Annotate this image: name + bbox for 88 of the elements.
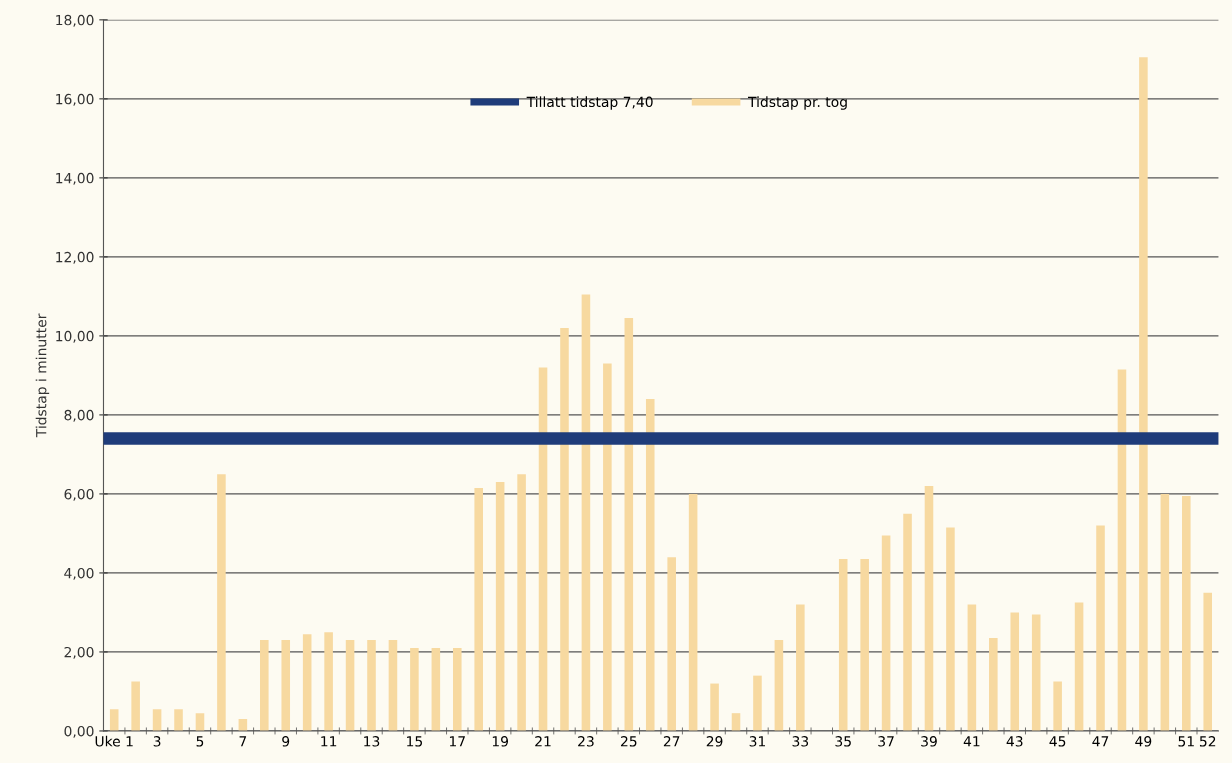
x-tick-label: 31 xyxy=(749,736,766,747)
bar xyxy=(1182,495,1191,731)
x-tick-label: 3 xyxy=(153,736,161,747)
bar xyxy=(624,318,634,731)
x-tick-label: 45 xyxy=(1049,736,1066,747)
x-tick-label: 15 xyxy=(407,736,423,747)
x-tick-label: 23 xyxy=(578,736,594,747)
bar xyxy=(410,647,419,731)
bar xyxy=(1160,493,1170,731)
bar xyxy=(302,634,312,731)
bar xyxy=(838,559,848,731)
bar xyxy=(152,709,162,731)
bar xyxy=(260,640,269,731)
bar xyxy=(860,559,869,731)
bar xyxy=(1117,369,1127,731)
bar xyxy=(560,327,569,731)
x-tick-label: 33 xyxy=(792,736,809,747)
x-tick-label: 37 xyxy=(878,736,894,747)
x-tick-label: 19 xyxy=(492,736,509,747)
x-tick-label: 35 xyxy=(835,736,851,747)
bar xyxy=(753,675,762,731)
y-tick-label: 6,00 xyxy=(64,488,94,501)
y-tick-label: 2,00 xyxy=(64,646,94,659)
legend-label: Tillatt tidstap 7,40 xyxy=(526,96,653,110)
y-tick-label: 0,00 xyxy=(64,725,94,738)
bar xyxy=(324,632,333,731)
bar xyxy=(174,709,183,731)
bar xyxy=(603,363,612,731)
bar xyxy=(131,681,140,731)
bar xyxy=(989,638,998,731)
bar xyxy=(796,604,805,731)
bar xyxy=(452,647,462,731)
x-tick-label: Uke 1 xyxy=(95,735,133,747)
bar xyxy=(581,294,591,731)
bar xyxy=(1074,602,1084,731)
x-tick-label: 49 xyxy=(1135,736,1152,747)
x-tick-label: 52 xyxy=(1199,736,1216,747)
bar xyxy=(924,486,934,731)
bar xyxy=(345,640,355,731)
bar xyxy=(109,709,119,731)
bar xyxy=(495,482,505,731)
x-tick-label: 11 xyxy=(321,736,337,747)
y-tick-label: 14,00 xyxy=(56,172,94,185)
bar xyxy=(903,513,912,731)
bar xyxy=(1139,57,1148,731)
bar xyxy=(367,640,376,731)
bar xyxy=(1203,592,1213,731)
bar xyxy=(881,535,891,731)
y-tick-label: 8,00 xyxy=(64,409,94,422)
x-tick-label: 13 xyxy=(364,736,380,747)
bar xyxy=(710,683,719,731)
y-axis-title: Tidstap i minutter xyxy=(35,313,50,438)
x-tick-label: 43 xyxy=(1006,736,1023,747)
x-tick-label: 25 xyxy=(620,736,637,747)
bar xyxy=(1031,614,1041,731)
bar xyxy=(474,487,483,731)
bar xyxy=(967,604,977,731)
x-tick-label: 47 xyxy=(1092,736,1109,747)
bar xyxy=(645,399,655,731)
bar xyxy=(1010,612,1020,731)
bar xyxy=(1053,681,1062,731)
bar xyxy=(517,474,526,731)
x-tick-label: 5 xyxy=(196,736,204,747)
y-tick-label: 10,00 xyxy=(56,330,94,343)
bar xyxy=(388,640,398,731)
y-tick-label: 12,00 xyxy=(56,251,94,264)
bar xyxy=(431,647,441,731)
bar xyxy=(281,640,291,731)
bar xyxy=(538,367,548,731)
x-tick-label: 39 xyxy=(921,736,937,747)
x-tick-label: 9 xyxy=(282,736,290,747)
bar xyxy=(1096,525,1105,731)
bar xyxy=(217,474,226,731)
x-tick-label: 27 xyxy=(663,736,680,747)
y-tick-label: 4,00 xyxy=(64,567,94,580)
x-tick-label: 17 xyxy=(449,736,465,747)
bar xyxy=(688,493,698,731)
x-tick-label: 51 xyxy=(1178,736,1194,747)
x-tick-label: 41 xyxy=(963,736,980,747)
y-tick-label: 18,00 xyxy=(56,14,94,27)
bar xyxy=(946,527,955,731)
y-tick-label: 16,00 xyxy=(56,93,94,106)
x-tick-label: 21 xyxy=(535,736,551,747)
x-tick-label: 7 xyxy=(239,736,247,747)
legend-label: Tidstap pr. tog xyxy=(747,96,847,110)
x-tick-label: 29 xyxy=(706,736,723,747)
bar xyxy=(774,640,784,731)
bar xyxy=(667,557,676,731)
